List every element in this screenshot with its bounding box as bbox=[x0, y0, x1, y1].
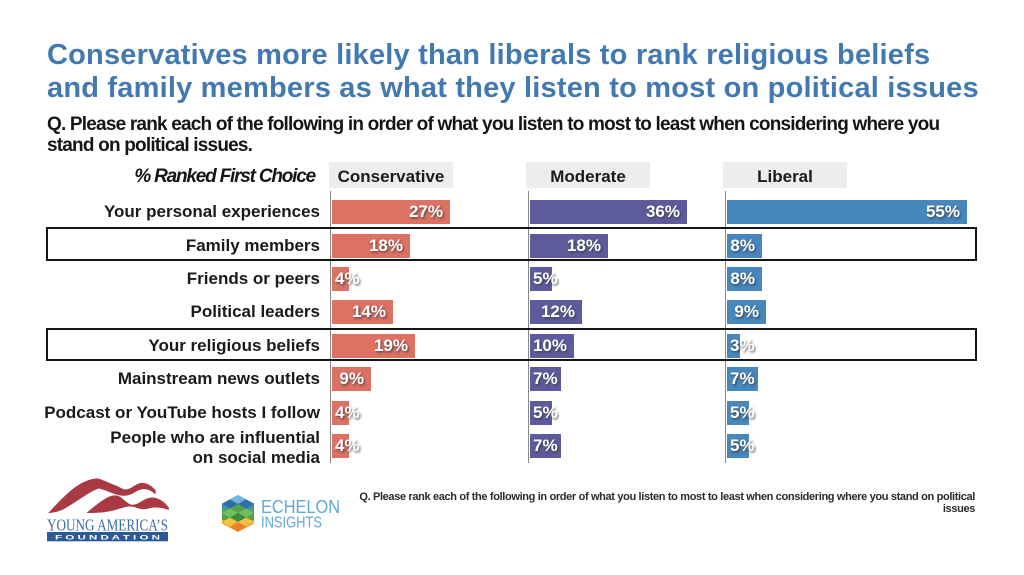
svg-text:YOUNG AMERICA’S: YOUNG AMERICA’S bbox=[47, 516, 168, 535]
svg-text:INSIGHTS: INSIGHTS bbox=[261, 515, 322, 532]
svg-text:F O U N D A T I O N: F O U N D A T I O N bbox=[55, 535, 161, 542]
svg-text:ECHELON: ECHELON bbox=[261, 496, 340, 517]
